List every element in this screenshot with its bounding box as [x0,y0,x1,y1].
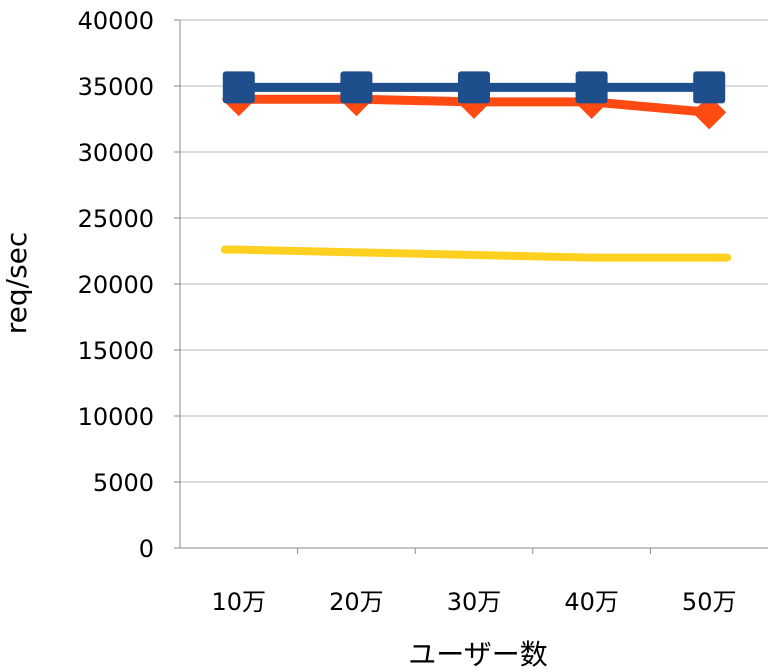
axes [174,19,768,554]
series-1-point-5 [693,71,726,104]
y-tick-label: 10000 [78,403,154,431]
y-tick-label: 20000 [78,271,154,299]
series-1-point-1 [222,71,255,104]
series-1-point-4 [575,71,608,104]
y-tick-label: 0 [139,535,154,563]
y-axis-title: req/sec [0,232,33,335]
x-tick-label: 50万 [682,588,737,616]
series-1-point-2 [340,71,373,104]
series-3 [220,245,732,262]
x-tick-label: 40万 [564,588,619,616]
x-axis-title: ユーザー数 [408,638,547,671]
x-tick-label: 30万 [447,588,502,616]
x-tick-labels: 10万 20万 30万 40万 50万 [212,588,737,616]
y-tick-labels: 0 5000 10000 15000 20000 25000 30000 35000 40000 [78,7,154,563]
series-1 [222,71,726,104]
series-layer [220,71,732,262]
y-tick-label: 40000 [78,7,154,35]
y-tick-label: 30000 [78,139,154,167]
y-tick-label: 35000 [78,73,154,101]
series-2-point-5 [692,95,727,130]
x-tick-label: 20万 [329,588,384,616]
series-3-line [220,245,732,262]
y-tick-label: 25000 [78,205,154,233]
series-1-point-3 [458,71,490,104]
x-tick-label: 10万 [212,588,267,616]
y-tick-label: 5000 [93,469,154,497]
y-tick-label: 15000 [78,337,154,365]
